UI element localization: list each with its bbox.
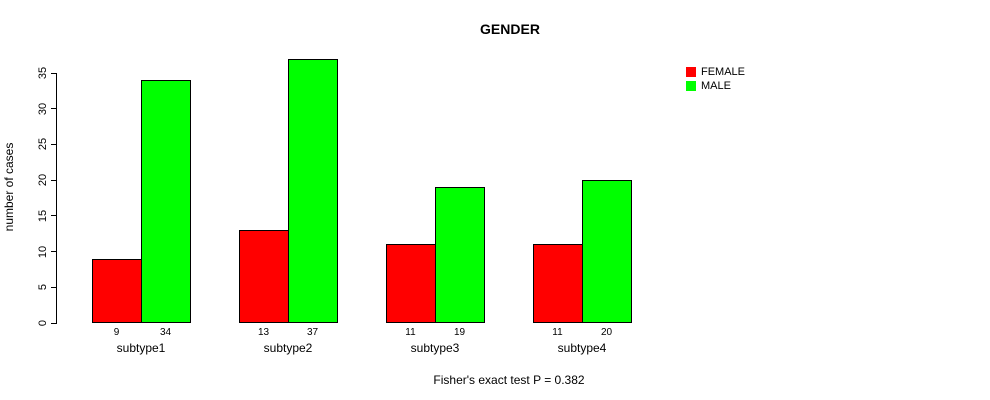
y-tick-25: [51, 143, 57, 145]
y-tick-5: [51, 286, 57, 288]
x-category-label-subtype3: subtype3: [410, 341, 460, 355]
y-tick-label-15: 15: [37, 209, 49, 222]
bar-value-female-subtype4: 11: [552, 327, 563, 338]
y-axis-line: [56, 73, 57, 324]
legend-item-male: MALE: [686, 79, 745, 93]
bar-value-female-subtype1: 9: [113, 327, 120, 338]
bar-value-male-subtype2: 37: [306, 327, 319, 338]
y-tick-label-35: 35: [37, 66, 49, 80]
chart-title: GENDER: [480, 21, 540, 37]
y-tick-label-10: 10: [37, 245, 49, 258]
y-axis-label: number of cases: [2, 142, 16, 232]
bar-value-female-subtype2: 13: [257, 327, 270, 338]
bar-female-subtype3: [386, 244, 436, 323]
bar-value-female-subtype3: 11: [405, 327, 416, 338]
legend-item-female: FEMALE: [686, 65, 745, 79]
bar-male-subtype4: [582, 180, 632, 323]
x-category-label-subtype1: subtype1: [116, 341, 166, 355]
legend-label: MALE: [701, 80, 731, 92]
legend-swatch-icon: [686, 67, 696, 77]
y-tick-10: [51, 251, 57, 253]
y-tick-15: [51, 215, 57, 217]
bar-value-male-subtype1: 34: [159, 327, 172, 338]
x-category-label-subtype4: subtype4: [557, 341, 607, 355]
y-tick-30: [51, 108, 57, 110]
y-tick-label-5: 5: [37, 284, 49, 291]
bar-female-subtype2: [239, 230, 289, 323]
footnote: Fisher's exact test P = 0.382: [433, 373, 585, 387]
y-tick-label-0: 0: [37, 319, 49, 327]
y-tick-20: [51, 179, 57, 181]
y-tick-label-30: 30: [37, 102, 49, 115]
bar-value-male-subtype4: 20: [600, 327, 613, 338]
bar-value-male-subtype3: 19: [453, 327, 466, 338]
bar-male-subtype1: [141, 80, 191, 323]
bar-male-subtype2: [288, 59, 338, 323]
legend: FEMALE MALE: [686, 65, 745, 93]
y-tick-35: [51, 72, 57, 74]
legend-label: FEMALE: [701, 66, 746, 78]
x-category-label-subtype2: subtype2: [263, 341, 313, 355]
y-tick-label-20: 20: [37, 174, 49, 187]
bar-female-subtype4: [533, 244, 583, 323]
bar-male-subtype3: [435, 187, 485, 323]
bar-female-subtype1: [92, 259, 142, 323]
y-tick-label-25: 25: [37, 138, 49, 151]
y-tick-0: [51, 322, 57, 324]
legend-swatch-icon: [686, 81, 696, 91]
